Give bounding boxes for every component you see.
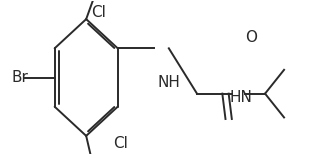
Text: NH: NH <box>157 75 180 90</box>
Text: Cl: Cl <box>91 5 106 20</box>
Text: Cl: Cl <box>113 136 128 151</box>
Text: Br: Br <box>12 70 29 85</box>
Text: O: O <box>245 30 257 45</box>
Text: HN: HN <box>230 90 253 105</box>
